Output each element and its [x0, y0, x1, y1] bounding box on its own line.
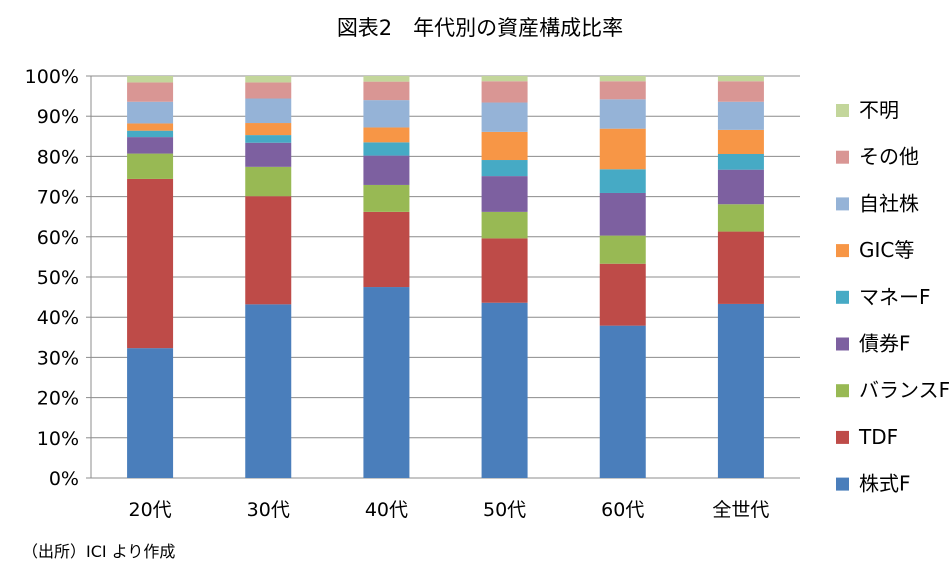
legend-label-0: 不明	[859, 98, 899, 122]
y-tick-label-10: 100%	[25, 66, 79, 88]
bar-segment-2-8	[363, 76, 410, 82]
y-tick-label-1: 10%	[37, 428, 79, 450]
y-tick-label-9: 90%	[37, 106, 79, 128]
legend-label-8: 株式F	[859, 472, 911, 496]
bar-segment-0-7	[127, 82, 174, 102]
bar-segment-1-6	[245, 98, 292, 124]
bar-segment-0-1	[127, 178, 174, 349]
bar-segment-0-3	[127, 137, 174, 154]
legend-label-1: その他	[859, 145, 919, 169]
bar-segment-2-7	[363, 81, 410, 101]
y-tick-label-2: 20%	[37, 388, 79, 410]
source-note: （出所）ICI より作成	[22, 542, 175, 561]
bar-segment-0-8	[127, 76, 174, 83]
bar-segment-0-2	[127, 153, 174, 179]
bar-segment-4-5	[599, 128, 646, 170]
bar-segment-1-4	[245, 135, 292, 143]
x-tick-label-3: 50代	[483, 499, 526, 521]
x-tick-label-2: 40代	[365, 499, 408, 521]
bar-segment-3-6	[481, 102, 528, 132]
legend-swatch-6	[836, 384, 849, 398]
bar-segment-3-7	[481, 81, 528, 103]
y-tick-label-6: 60%	[37, 227, 79, 249]
bar-segment-5-7	[717, 81, 764, 102]
bar-segment-4-6	[599, 99, 646, 129]
gridlines	[91, 75, 800, 479]
y-tick-label-3: 30%	[37, 347, 79, 369]
bar-segment-2-0	[363, 287, 410, 478]
legend-swatch-0	[836, 104, 849, 117]
bar-segment-5-6	[717, 101, 764, 130]
legend-swatch-4	[836, 290, 849, 304]
x-tick-label-5: 全世代	[712, 499, 769, 521]
bar-segment-5-5	[717, 129, 764, 154]
bar-segment-5-2	[717, 204, 764, 232]
legend-swatch-7	[836, 430, 849, 444]
bar-segment-5-3	[717, 169, 764, 205]
bar-segment-2-2	[363, 184, 410, 212]
bar-segment-3-4	[481, 160, 528, 177]
bar-segment-2-3	[363, 155, 410, 185]
bar-segment-4-2	[599, 235, 646, 264]
bar-segment-4-7	[599, 81, 646, 100]
bar-segment-3-3	[481, 176, 528, 212]
legend-label-7: TDF	[858, 425, 898, 449]
legend-label-5: 債券F	[859, 332, 911, 356]
bar-segment-1-7	[245, 82, 292, 99]
bar-segment-5-8	[717, 76, 764, 82]
legend-swatch-2	[836, 197, 849, 211]
legend-label-2: 自社株	[859, 191, 919, 215]
y-tick-label-4: 40%	[37, 307, 79, 329]
bar-segment-1-8	[245, 76, 292, 83]
bar-segment-3-5	[481, 131, 528, 161]
legend-label-4: マネーF	[859, 285, 931, 309]
y-tick-label-0: 0%	[49, 468, 79, 490]
legend-swatch-1	[836, 150, 849, 164]
bar-segment-2-5	[363, 127, 410, 143]
bar-segment-2-6	[363, 100, 410, 128]
bar-segment-5-1	[717, 231, 764, 304]
y-tick-label-7: 70%	[37, 187, 79, 209]
axes: 0% 10% 20% 30% 40% 50% 60% 70% 80% 90% 100% 20代 30代 4…	[25, 66, 800, 521]
bar-segment-3-0	[481, 302, 528, 478]
bar-segment-5-4	[717, 153, 764, 170]
bar-segment-0-6	[127, 101, 174, 124]
chart-title: 図表2 年代別の資産構成比率	[337, 16, 623, 40]
bar-segment-1-1	[245, 196, 292, 305]
legend-label-6: バランスF	[859, 378, 950, 402]
bar-segment-1-5	[245, 123, 292, 136]
legend-label-3: GIC等	[859, 238, 914, 262]
bar-segment-4-3	[599, 192, 646, 236]
bar-segment-1-3	[245, 142, 292, 167]
bars	[127, 76, 764, 478]
bar-segment-4-0	[599, 325, 646, 478]
bar-segment-3-2	[481, 211, 528, 239]
bar-segment-4-4	[599, 169, 646, 193]
x-tick-label-1: 30代	[247, 499, 290, 521]
bar-segment-4-8	[599, 76, 646, 82]
legend-swatch-3	[836, 244, 849, 258]
bar-segment-5-0	[717, 303, 764, 478]
legend-swatch-8	[836, 477, 849, 491]
x-tick-label-4: 60代	[601, 499, 644, 521]
bar-segment-2-1	[363, 211, 410, 288]
legend-swatch-5	[836, 337, 849, 351]
bar-segment-0-5	[127, 123, 174, 131]
bar-segment-0-0	[127, 348, 174, 478]
y-tick-label-5: 50%	[37, 267, 79, 289]
bar-segment-1-2	[245, 166, 292, 197]
x-tick-label-0: 20代	[128, 499, 171, 521]
y-tick-label-8: 80%	[37, 146, 79, 168]
bar-segment-1-0	[245, 304, 292, 478]
bar-segment-3-8	[481, 76, 528, 82]
bar-segment-2-4	[363, 142, 410, 156]
bar-segment-4-1	[599, 263, 646, 326]
bar-segment-0-4	[127, 130, 174, 138]
bar-segment-3-1	[481, 238, 528, 303]
